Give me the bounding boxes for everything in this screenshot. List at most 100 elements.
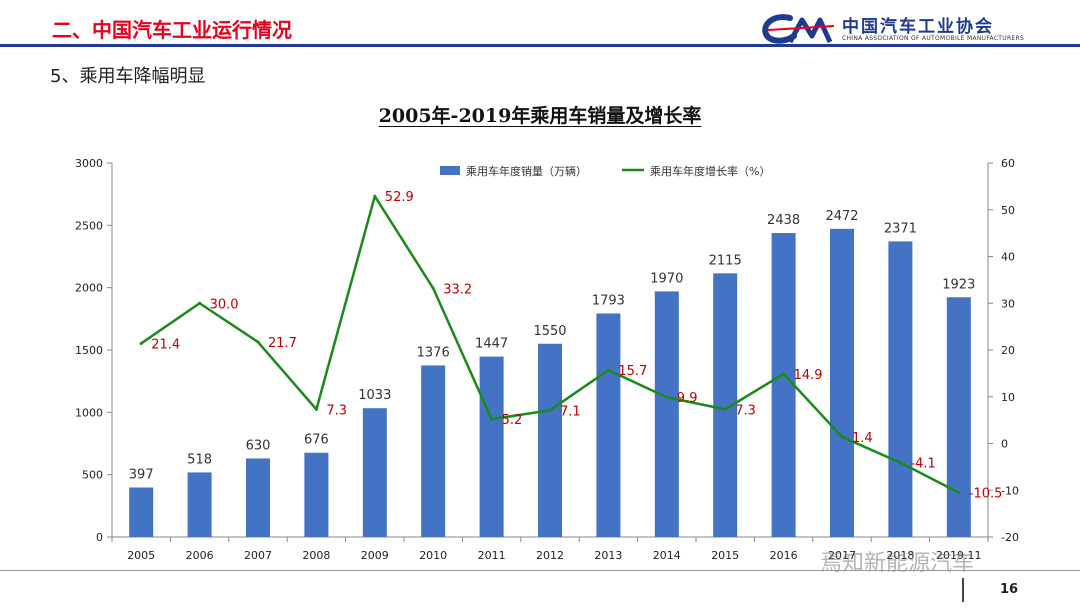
page-number: 16 bbox=[1000, 582, 1019, 597]
x-tick-label: 2007 bbox=[244, 549, 272, 562]
bar-2012 bbox=[538, 343, 562, 537]
bar-value-label: 2371 bbox=[884, 221, 917, 236]
growth-rate-label: 14.9 bbox=[794, 368, 823, 383]
footer-accent bbox=[962, 578, 964, 602]
header-divider bbox=[0, 44, 1080, 47]
y-right-tick-label: 10 bbox=[1001, 391, 1015, 404]
bar-value-label: 1033 bbox=[358, 388, 391, 403]
y-right-tick-label: -10 bbox=[1001, 484, 1019, 497]
growth-rate-label: 21.7 bbox=[268, 336, 297, 351]
watermark: 焉知新能源汽车 bbox=[820, 551, 975, 576]
bar-value-label: 2115 bbox=[709, 253, 742, 268]
bar-value-label: 1447 bbox=[475, 337, 508, 352]
bar-2005 bbox=[129, 487, 154, 537]
chart-title-wrap: 2005年-2019年乘用车销量及增长率 bbox=[0, 101, 1080, 128]
growth-rate-label: -4.1 bbox=[910, 457, 935, 472]
x-tick-label: 2011 bbox=[478, 549, 506, 562]
bar-2010 bbox=[421, 365, 446, 537]
bar-value-label: 1550 bbox=[533, 324, 566, 339]
caam-logo-mark bbox=[762, 14, 835, 44]
growth-rate-label: -10.5 bbox=[969, 487, 1003, 502]
x-tick-label: 2010 bbox=[419, 549, 447, 562]
bar-value-label: 2438 bbox=[767, 213, 800, 228]
growth-rate-point-2017 bbox=[840, 435, 844, 439]
x-tick-label: 2015 bbox=[711, 549, 739, 562]
y-right-tick-label: 30 bbox=[1001, 297, 1015, 310]
growth-rate-label: 30.0 bbox=[210, 297, 239, 312]
y-left-tick-label: 500 bbox=[82, 469, 103, 482]
y-left-tick-label: 2000 bbox=[75, 282, 103, 295]
y-right-tick-label: 40 bbox=[1001, 251, 1015, 264]
bar-value-label: 1923 bbox=[942, 277, 975, 292]
growth-rate-label: 7.1 bbox=[560, 404, 581, 419]
x-tick-label: 2018 bbox=[886, 549, 914, 562]
growth-rate-point-2018 bbox=[898, 461, 902, 465]
x-tick-label: 2014 bbox=[653, 549, 681, 562]
bar-2007 bbox=[246, 458, 270, 537]
growth-rate-point-2013 bbox=[606, 368, 610, 372]
growth-rate-point-2016 bbox=[782, 372, 786, 376]
y-left-tick-label: 1500 bbox=[75, 344, 103, 357]
y-left-tick-label: 3000 bbox=[75, 157, 103, 170]
bar-2019.11 bbox=[946, 297, 971, 537]
legend-bar-swatch bbox=[440, 166, 460, 175]
growth-rate-label: 9.9 bbox=[677, 391, 698, 406]
legend-bar-label: 乘用车年度销量（万辆） bbox=[466, 164, 587, 178]
y-right-tick-label: 20 bbox=[1001, 344, 1015, 357]
growth-rate-label: 15.7 bbox=[618, 364, 647, 379]
y-left-tick-label: 0 bbox=[96, 531, 103, 544]
x-tick-label: 2008 bbox=[302, 549, 330, 562]
bar-value-label: 676 bbox=[304, 433, 329, 448]
growth-rate-label: 1.4 bbox=[852, 431, 873, 446]
growth-rate-point-2010 bbox=[431, 286, 435, 290]
growth-rate-point-2005 bbox=[139, 341, 143, 345]
growth-rate-point-2006 bbox=[198, 301, 202, 305]
bar-2009 bbox=[362, 408, 387, 537]
bar-2016 bbox=[771, 233, 796, 537]
bar-value-label: 1970 bbox=[650, 271, 683, 286]
growth-rate-label: 21.4 bbox=[151, 337, 180, 352]
legend-line-label: 乘用车年度增长率（%） bbox=[650, 164, 770, 178]
bar-2008 bbox=[304, 452, 329, 537]
bar-2018 bbox=[888, 241, 913, 537]
bar-value-label: 1793 bbox=[592, 293, 625, 308]
bar-value-label: 2472 bbox=[825, 209, 858, 224]
bar-2017 bbox=[830, 228, 854, 537]
slide-subtitle: 5、乘用车降幅明显 bbox=[50, 66, 206, 87]
logo-english-name: CHINA ASSOCIATION OF AUTOMOBILE MANUFACT… bbox=[842, 35, 1025, 42]
growth-rate-label: 7.3 bbox=[326, 403, 347, 418]
y-right-tick-label: -20 bbox=[1001, 531, 1019, 544]
x-tick-label: 2005 bbox=[127, 549, 155, 562]
bar-value-label: 397 bbox=[129, 468, 154, 483]
chart-title: 2005年-2019年乘用车销量及增长率 bbox=[378, 105, 702, 127]
y-right-tick-label: 0 bbox=[1001, 438, 1008, 451]
x-tick-label: 2012 bbox=[536, 549, 564, 562]
growth-rate-point-2019.11 bbox=[957, 491, 961, 495]
x-tick-label: 2016 bbox=[770, 549, 798, 562]
bar-2011 bbox=[479, 356, 504, 537]
y-left-tick-label: 1000 bbox=[75, 406, 103, 419]
growth-rate-label: 7.3 bbox=[735, 403, 756, 418]
bar-value-label: 518 bbox=[187, 452, 212, 467]
growth-rate-label: 33.2 bbox=[443, 282, 472, 297]
growth-rate-point-2011 bbox=[490, 417, 494, 421]
bar-2013 bbox=[596, 313, 621, 537]
x-tick-label: 2019.11 bbox=[936, 549, 982, 562]
growth-rate-point-2014 bbox=[665, 395, 669, 399]
x-tick-label: 2013 bbox=[594, 549, 622, 562]
logo-chinese-name: 中国汽车工业协会 bbox=[842, 17, 994, 37]
bar-value-label: 630 bbox=[246, 438, 271, 453]
bar-2014 bbox=[654, 291, 679, 537]
growth-rate-point-2007 bbox=[256, 340, 260, 344]
x-tick-label: 2017 bbox=[828, 549, 856, 562]
growth-rate-label: 5.2 bbox=[502, 413, 523, 428]
y-right-tick-label: 50 bbox=[1001, 204, 1015, 217]
growth-rate-point-2008 bbox=[314, 407, 318, 411]
x-tick-label: 2006 bbox=[186, 549, 214, 562]
x-tick-label: 2009 bbox=[361, 549, 389, 562]
growth-rate-label: 52.9 bbox=[385, 190, 414, 205]
growth-rate-point-2009 bbox=[373, 194, 377, 198]
growth-rate-point-2015 bbox=[723, 407, 727, 411]
combo-chart: 0 500 1000 1500 2000 2500 3000 -20 -10 0 10 20 30 40 5… bbox=[75, 157, 1019, 562]
section-title: 二、中国汽车工业运行情况 bbox=[52, 18, 292, 42]
